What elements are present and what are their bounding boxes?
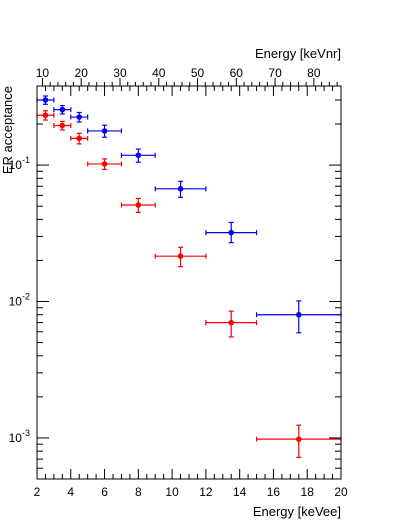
tick-labels: 2 4 6 8 10 12 14 16 18 20 10 20 30 40 50 60 70 80 10-1 10-2…: [9, 66, 348, 499]
y-tick-label: 10-1: [9, 155, 30, 172]
data-marker: [101, 128, 108, 134]
data-marker: [135, 202, 142, 208]
y-tick-label: 10-3: [9, 428, 30, 445]
data-marker: [76, 114, 83, 120]
x2-tick-label: 30: [113, 66, 127, 80]
data-marker: [177, 186, 184, 192]
x2-tick-label: 40: [152, 66, 166, 80]
y-tick-label: 10-2: [9, 292, 30, 309]
series-0-point-7: [255, 300, 342, 334]
data-marker: [295, 436, 302, 442]
series-0-point-2: [70, 111, 89, 123]
x-tick-label: 12: [199, 485, 213, 499]
x-tick-label: 6: [101, 485, 108, 499]
series-1-point-6: [205, 310, 258, 338]
series-1-point-7: [255, 424, 342, 458]
series-1-point-4: [120, 197, 156, 214]
data-marker: [101, 161, 108, 167]
x2-tick-label: 80: [307, 66, 321, 80]
series-0-point-4: [120, 148, 156, 163]
x-tick-label: 20: [334, 485, 348, 499]
y-axis-title: ER acceptance: [0, 86, 15, 174]
x-tick-label: 8: [135, 485, 142, 499]
series-1-point-0: [36, 110, 55, 121]
data-marker: [42, 97, 49, 103]
data-marker: [42, 112, 49, 119]
data-marker: [76, 135, 83, 142]
axis-ticks: [36, 78, 342, 480]
data-marker: [228, 319, 235, 326]
x-tick-label: 14: [233, 485, 247, 499]
x-tick-label: 4: [67, 485, 74, 499]
x-tick-label: 2: [34, 485, 41, 499]
series-0-point-5: [154, 180, 207, 198]
x2-tick-label: 50: [191, 66, 205, 80]
series-0-point-6: [205, 221, 258, 244]
x2-axis-title: Energy [keVnr]: [255, 46, 341, 61]
series-1-point-5: [154, 246, 207, 268]
data-marker: [135, 152, 142, 159]
series-0-point-1: [53, 104, 72, 115]
data-marker: [295, 311, 302, 318]
plot-frame: [36, 85, 342, 480]
series-1-point-3: [87, 158, 123, 170]
x2-tick-label: 60: [230, 66, 244, 80]
data-marker: [59, 122, 66, 129]
x-axis-title: Energy [keVee]: [253, 504, 341, 519]
data-marker: [59, 106, 66, 113]
series-0-point-0: [36, 95, 55, 105]
data-points: [36, 95, 342, 458]
x2-tick-label: 20: [75, 66, 89, 80]
series-0-point-3: [87, 124, 123, 138]
data-marker: [228, 229, 235, 236]
x-tick-label: 18: [301, 485, 315, 499]
x2-tick-label: 70: [268, 66, 282, 80]
data-marker: [177, 253, 184, 259]
x-tick-label: 10: [165, 485, 179, 499]
series-1-point-2: [70, 132, 89, 145]
series-1-point-1: [53, 120, 72, 131]
x2-tick-label: 10: [36, 66, 50, 80]
x-tick-label: 16: [267, 485, 281, 499]
